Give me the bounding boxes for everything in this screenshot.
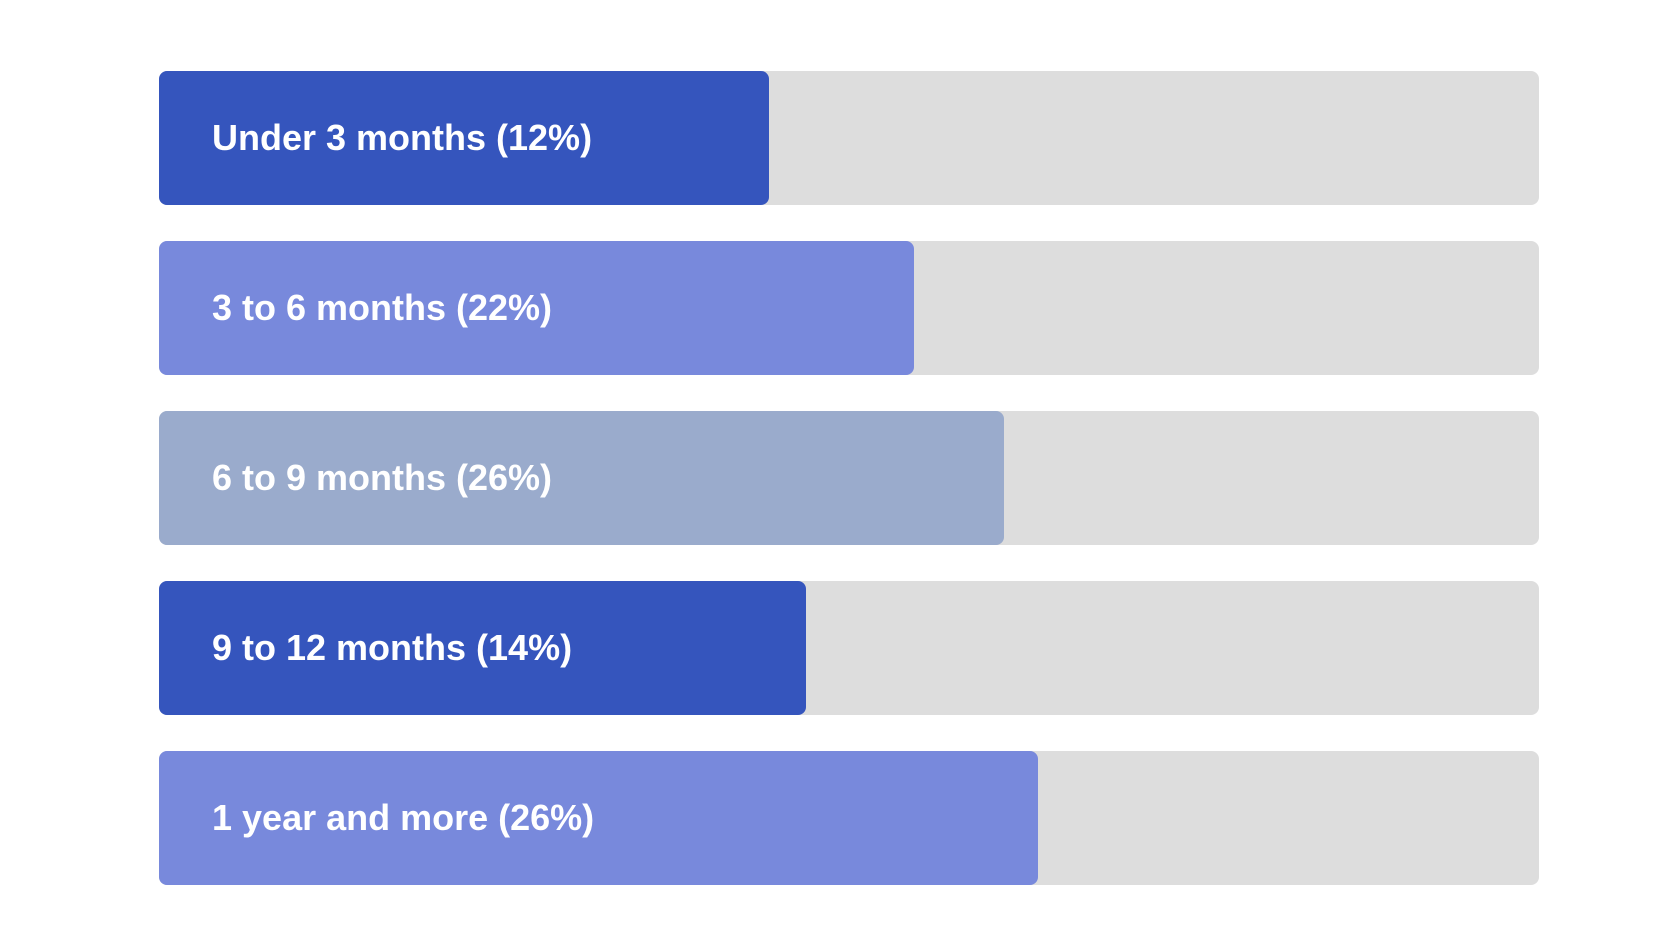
bar-track: 3 to 6 months (22%)	[159, 241, 1539, 375]
bar-fill	[159, 411, 1004, 545]
bar-track: 1 year and more (26%)	[159, 751, 1539, 885]
bar-fill	[159, 71, 769, 205]
bar-track: 9 to 12 months (14%)	[159, 581, 1539, 715]
bar-fill	[159, 581, 807, 715]
bar-label: 3 to 6 months (22%)	[212, 287, 553, 328]
bar-track: Under 3 months (12%)	[159, 71, 1539, 205]
bar-fill	[159, 241, 914, 375]
bar-label: 9 to 12 months (14%)	[212, 627, 573, 668]
bar-fill	[159, 751, 1039, 885]
bar-track: 6 to 9 months (26%)	[159, 411, 1539, 545]
bar-label: 1 year and more (26%)	[212, 797, 595, 838]
bar-label: Under 3 months (12%)	[212, 117, 593, 158]
bar-label: 6 to 9 months (26%)	[212, 457, 553, 498]
